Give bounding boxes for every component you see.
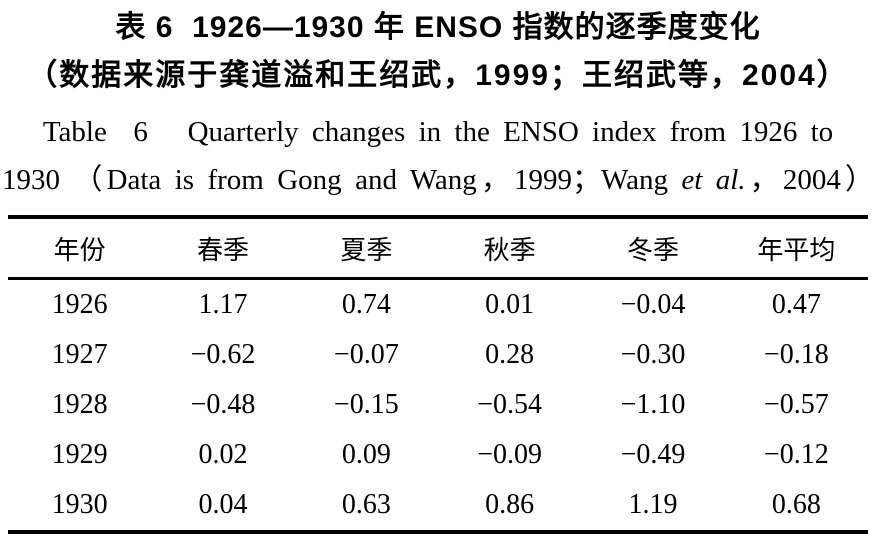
- caption-en-line2: 1930 （Data is from Gong and Wang，1999；Wa…: [0, 157, 876, 203]
- cell-winter: −0.04: [620, 289, 686, 320]
- caption-zh-line2: （数据来源于龚道溢和王绍武，1999；王绍武等，2004）: [27, 59, 849, 92]
- cell-year: 1927: [51, 339, 108, 370]
- cell-summer: −0.15: [333, 389, 399, 420]
- table-row-1927: 1927 −0.62 −0.07 0.28 −0.30 −0.18: [8, 330, 868, 380]
- cell-spring: 0.04: [198, 489, 248, 520]
- cell-winter: −0.30: [620, 339, 686, 370]
- cell-summer: 0.74: [341, 289, 391, 320]
- cell-year: 1928: [51, 389, 108, 420]
- table-row-1928: 1928 −0.48 −0.15 −0.54 −1.10 −0.57: [8, 380, 868, 430]
- cell-year: 1926: [51, 289, 108, 320]
- col-header-annual-mean: 年平均: [724, 217, 868, 280]
- enso-index-table: 年份 春季 夏季 秋季 冬季 年平均 1926 1.17 0.74 0.01 −…: [8, 215, 868, 534]
- cell-year: 1929: [51, 439, 108, 470]
- table-row-1930: 1930 0.04 0.63 0.86 1.19 0.68: [8, 480, 868, 532]
- table-row-1929: 1929 0.02 0.09 −0.09 −0.49 −0.12: [8, 430, 868, 480]
- cell-summer: 0.09: [341, 439, 391, 470]
- cell-autumn: 0.28: [485, 339, 535, 370]
- cell-year: 1930: [51, 489, 108, 520]
- cell-autumn: 0.86: [485, 489, 535, 520]
- cell-summer: 0.63: [341, 489, 391, 520]
- caption-zh-line1: 表 6 1926—1930 年 ENSO 指数的逐季度变化: [115, 11, 761, 44]
- cell-annual-mean: 0.68: [771, 489, 821, 520]
- cell-winter: −1.10: [620, 389, 686, 420]
- col-header-summer: 夏季: [294, 217, 438, 280]
- cell-spring: −0.48: [190, 389, 256, 420]
- col-header-winter: 冬季: [581, 217, 725, 280]
- cell-winter: 1.19: [628, 489, 678, 520]
- col-header-year: 年份: [8, 217, 152, 280]
- caption-en-line2-post: ，2004）: [745, 164, 874, 196]
- cell-summer: −0.07: [333, 339, 399, 370]
- caption-en-line2-pre: 1930 （Data is from Gong and Wang，1999；Wa…: [2, 164, 682, 196]
- cell-winter: −0.49: [620, 439, 686, 470]
- paper-table-figure: 表 6 1926—1930 年 ENSO 指数的逐季度变化 （数据来源于龚道溢和…: [0, 5, 876, 559]
- caption-en-line1: Table 6 Quarterly changes in the ENSO in…: [42, 116, 834, 148]
- cell-autumn: −0.54: [477, 389, 543, 420]
- cell-spring: 0.02: [198, 439, 248, 470]
- cell-autumn: 0.01: [485, 289, 535, 320]
- cell-annual-mean: 0.47: [771, 289, 821, 320]
- cell-spring: 1.17: [198, 289, 248, 320]
- table-row-1926: 1926 1.17 0.74 0.01 −0.04 0.47: [8, 279, 868, 331]
- col-header-autumn: 秋季: [437, 217, 582, 280]
- cell-annual-mean: −0.57: [763, 389, 829, 420]
- header-row: 年份 春季 夏季 秋季 冬季 年平均: [8, 217, 868, 280]
- cell-spring: −0.62: [190, 339, 256, 370]
- caption-en-etal: et al.: [681, 164, 746, 196]
- cell-annual-mean: −0.18: [763, 339, 829, 370]
- col-header-spring: 春季: [151, 217, 295, 280]
- cell-annual-mean: −0.12: [763, 439, 829, 470]
- cell-autumn: −0.09: [477, 439, 543, 470]
